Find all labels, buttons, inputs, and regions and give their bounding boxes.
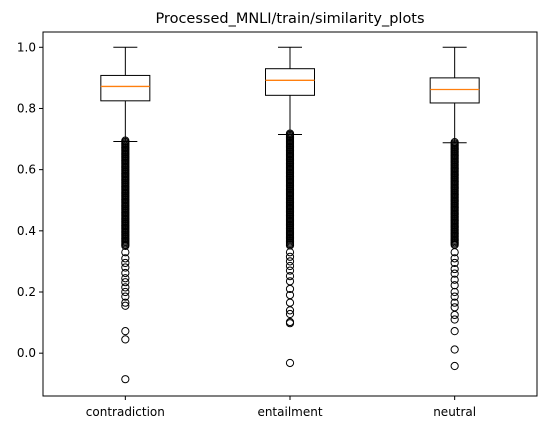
outlier-marker: [121, 301, 130, 310]
outlier-marker: [121, 274, 130, 283]
x-tick-label: entailment: [257, 405, 322, 419]
outlier-marker: [285, 266, 295, 275]
outlier-marker: [450, 248, 459, 257]
x-tick-label: neutral: [433, 405, 476, 419]
outlier-marker: [450, 292, 459, 301]
outlier-marker: [450, 298, 459, 307]
outlier-marker: [450, 287, 459, 297]
outlier-marker: [450, 269, 459, 278]
outlier-marker: [285, 358, 295, 368]
outlier-marker: [285, 309, 295, 319]
y-tick-label: 0.6: [17, 163, 36, 177]
outlier-marker: [285, 248, 295, 257]
y-tick-label: 0.4: [17, 224, 36, 238]
box-group-contradiction: [100, 46, 151, 384]
outlier-marker: [450, 303, 459, 312]
box-group-entailment: [265, 46, 315, 368]
iqr-box: [100, 74, 151, 102]
outlier-marker: [121, 248, 130, 257]
outlier-marker: [285, 252, 295, 261]
x-tick-label: contradiction: [86, 405, 165, 419]
outlier-marker: [285, 306, 295, 315]
outlier-marker: [285, 271, 295, 281]
outlier-marker: [121, 287, 130, 297]
outlier-marker: [121, 258, 130, 268]
outlier-marker: [121, 263, 130, 272]
outlier-marker: [450, 258, 459, 268]
outlier-marker: [450, 345, 459, 354]
outlier-marker: [450, 315, 459, 324]
y-tick-label: 0.0: [17, 346, 36, 360]
outlier-marker: [450, 361, 459, 371]
outlier-marker: [450, 281, 459, 290]
outlier-marker: [285, 319, 295, 328]
outlier-marker: [450, 254, 459, 263]
x-axis: contradiction entailment neutral: [86, 396, 476, 419]
outlier-marker: [121, 298, 130, 307]
outlier-marker: [285, 277, 295, 286]
outlier-marker: [285, 261, 295, 271]
outlier-marker: [450, 264, 459, 274]
outlier-marker: [121, 268, 130, 278]
outlier-marker: [121, 335, 130, 344]
outlier-marker: [285, 284, 295, 294]
outlier-marker: [285, 257, 295, 266]
y-tick-label: 0.8: [17, 101, 36, 115]
outlier-marker: [121, 375, 130, 384]
outlier-marker: [121, 292, 130, 301]
outlier-marker: [450, 310, 459, 320]
outlier-marker: [121, 241, 130, 250]
y-tick-label: 0.2: [17, 285, 36, 299]
y-axis: 0.0 0.2 0.4 0.6 0.8 1.0: [17, 40, 43, 360]
box-group-neutral: [429, 46, 480, 371]
outlier-marker: [121, 327, 130, 336]
iqr-box: [265, 68, 315, 96]
outlier-marker: [450, 275, 459, 284]
outlier-marker: [121, 254, 130, 263]
outlier-marker: [450, 327, 459, 336]
plot-area: [100, 46, 480, 384]
outlier-marker: [121, 283, 130, 292]
iqr-box: [429, 77, 480, 104]
outlier-marker: [121, 278, 130, 287]
chart-title: Processed_MNLI/train/similarity_plots: [155, 11, 424, 27]
outlier-marker: [285, 298, 295, 307]
y-tick-label: 1.0: [17, 40, 36, 54]
